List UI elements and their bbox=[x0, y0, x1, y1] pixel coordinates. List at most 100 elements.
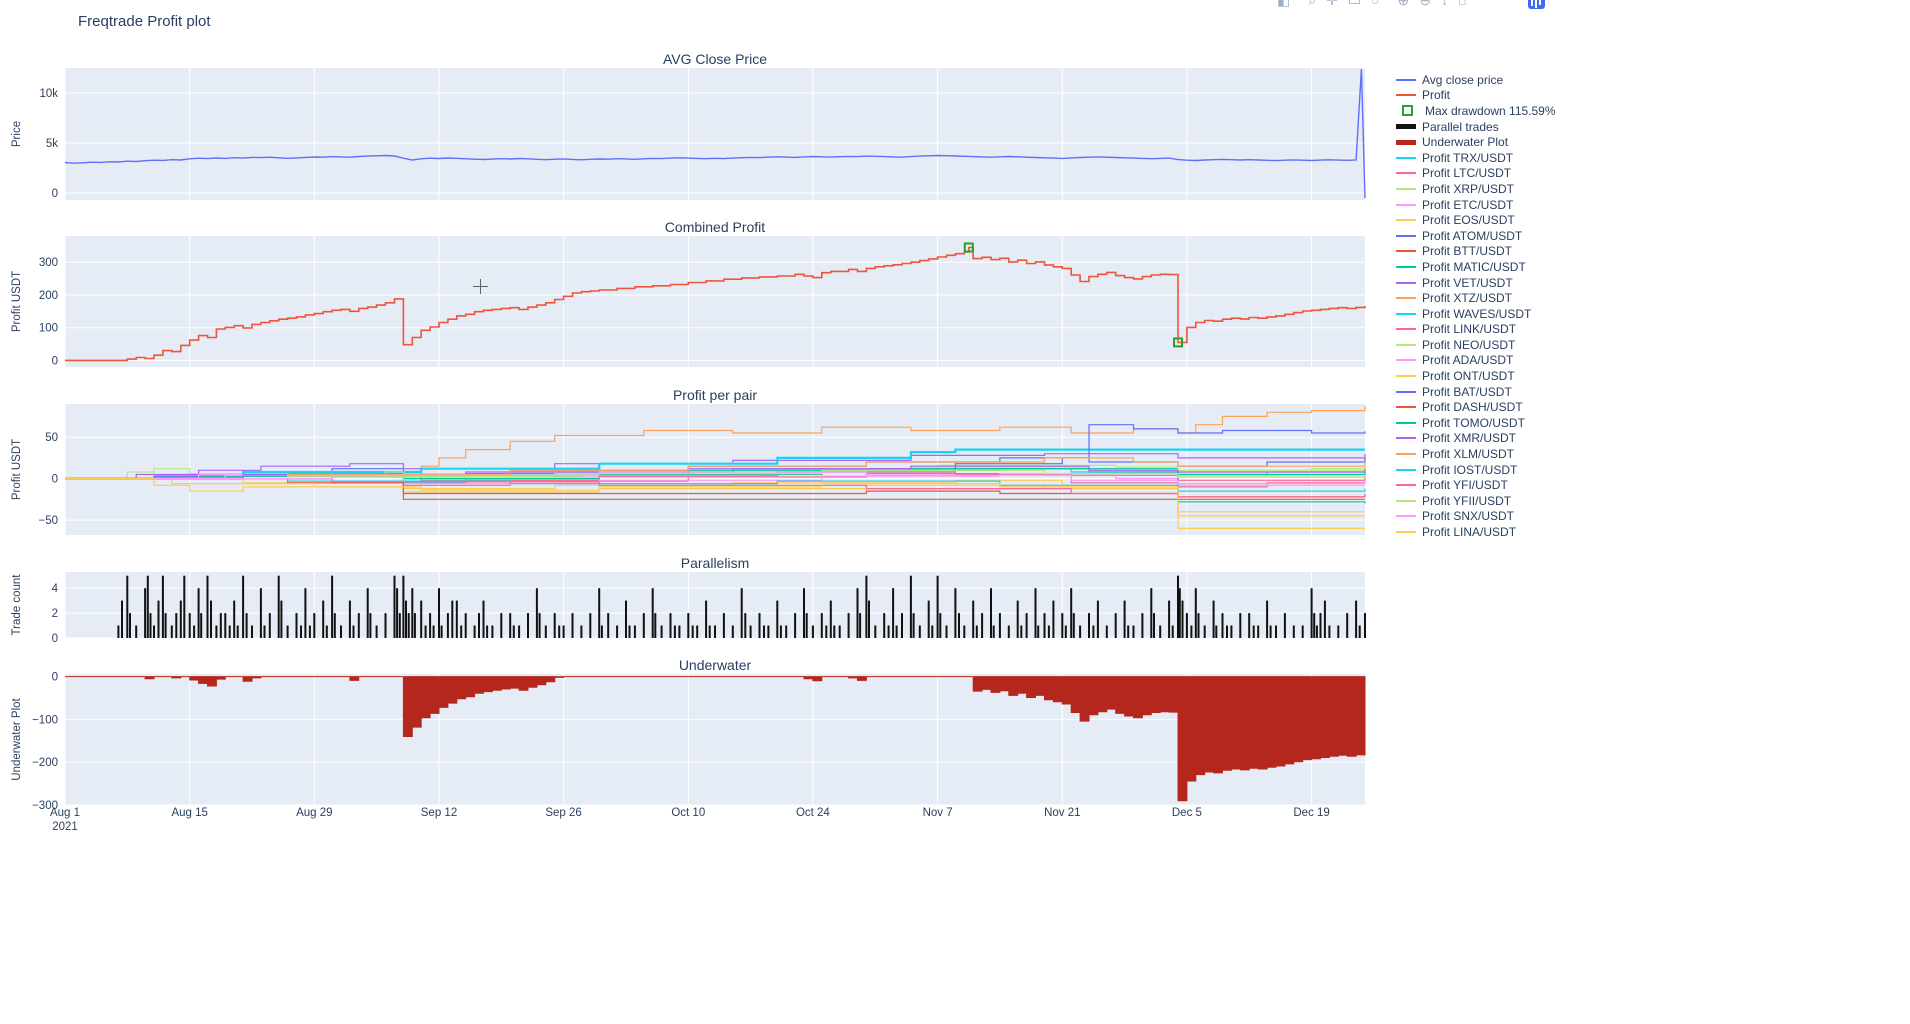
legend-item-label: Profit IOST/USDT bbox=[1422, 462, 1518, 477]
legend-item-label: Avg close price bbox=[1422, 72, 1504, 87]
legend-item[interactable]: Profit bbox=[1396, 88, 1556, 104]
legend-item[interactable]: Profit ATOM/USDT bbox=[1396, 228, 1556, 244]
legend-item-label: Profit ONT/USDT bbox=[1422, 369, 1515, 384]
legend-item[interactable]: Profit IOST/USDT bbox=[1396, 462, 1556, 478]
legend-item[interactable]: Profit YFII/USDT bbox=[1396, 493, 1556, 509]
legend-item[interactable]: Profit XMR/USDT bbox=[1396, 431, 1556, 447]
legend-item[interactable]: Profit BTT/USDT bbox=[1396, 244, 1556, 260]
x-axis-labels: Aug 1 2021 Aug 15 Aug 29 Sep 12 Sep 26 Oct 10 O… bbox=[50, 807, 1330, 833]
legend-line-swatch bbox=[1396, 328, 1416, 331]
legend-item-label: Profit XRP/USDT bbox=[1422, 181, 1515, 196]
legend-line-swatch bbox=[1396, 78, 1416, 81]
svg-text:Oct 24: Oct 24 bbox=[796, 807, 830, 819]
max-drawdown-marker-swatch bbox=[1402, 105, 1413, 117]
svg-text:2021: 2021 bbox=[52, 821, 78, 833]
lasso-icon[interactable]: ○ bbox=[1371, 0, 1380, 8]
legend-item[interactable]: Profit BAT/USDT bbox=[1396, 384, 1556, 400]
svg-text:0: 0 bbox=[52, 188, 58, 200]
legend-item-label: Profit DASH/USDT bbox=[1422, 400, 1523, 415]
svg-text:Aug 29: Aug 29 bbox=[296, 807, 332, 819]
legend-line-swatch bbox=[1396, 531, 1416, 534]
legend-item-label: Profit MATIC/USDT bbox=[1422, 259, 1526, 274]
legend-item[interactable]: Profit XLM/USDT bbox=[1396, 446, 1556, 462]
svg-text:5k: 5k bbox=[46, 138, 58, 150]
plotly-logo[interactable] bbox=[1528, 0, 1545, 9]
svg-text:Underwater Plot: Underwater Plot bbox=[11, 697, 23, 780]
reset-axes-icon[interactable]: ⌂ bbox=[1457, 0, 1467, 8]
svg-text:Profit USDT: Profit USDT bbox=[11, 439, 23, 500]
legend-line-swatch bbox=[1396, 156, 1416, 159]
legend-item-label: Profit SNX/USDT bbox=[1422, 509, 1515, 524]
zoom-out-icon[interactable]: ⊖ bbox=[1419, 0, 1431, 8]
svg-text:0: 0 bbox=[52, 672, 58, 684]
pan-icon[interactable]: ✛ bbox=[1326, 0, 1338, 8]
subplot-combined-profit[interactable]: 0 100 200 300 Profit USDT bbox=[0, 236, 1380, 367]
legend-line-swatch bbox=[1396, 172, 1416, 175]
legend-item[interactable]: Max drawdown 115.59% bbox=[1396, 103, 1556, 119]
svg-text:Trade count: Trade count bbox=[11, 574, 23, 636]
svg-text:Sep 26: Sep 26 bbox=[545, 807, 581, 819]
subplot-parallelism[interactable]: 0 2 4 Trade count bbox=[0, 572, 1380, 645]
legend-item[interactable]: Profit LINA/USDT bbox=[1396, 524, 1556, 540]
legend-line-swatch bbox=[1396, 515, 1416, 518]
box-select-icon[interactable]: ▭ bbox=[1347, 0, 1362, 8]
legend-item[interactable]: Profit ADA/USDT bbox=[1396, 353, 1556, 369]
legend-item[interactable]: Profit WAVES/USDT bbox=[1396, 306, 1556, 322]
legend-item-label: Profit LTC/USDT bbox=[1422, 166, 1512, 181]
legend-item[interactable]: Profit NEO/USDT bbox=[1396, 337, 1556, 353]
legend-item[interactable]: Profit EOS/USDT bbox=[1396, 212, 1556, 228]
legend-item[interactable]: Parallel trades bbox=[1396, 119, 1556, 135]
svg-text:−300: −300 bbox=[32, 800, 58, 812]
legend-item[interactable]: Avg close price bbox=[1396, 72, 1556, 88]
legend-item[interactable]: Underwater Plot bbox=[1396, 134, 1556, 150]
legend-item[interactable]: Profit MATIC/USDT bbox=[1396, 259, 1556, 275]
subplot-title-combined-profit: Combined Profit bbox=[664, 219, 766, 235]
legend-item[interactable]: Profit LTC/USDT bbox=[1396, 166, 1556, 182]
subplot-title-parallelism: Parallelism bbox=[680, 555, 750, 571]
legend-item[interactable]: Profit SNX/USDT bbox=[1396, 509, 1556, 525]
legend-item[interactable]: Profit XRP/USDT bbox=[1396, 181, 1556, 197]
subplot-profit-per-pair[interactable]: −50 0 50 Profit USDT bbox=[0, 404, 1380, 535]
legend-line-swatch bbox=[1396, 250, 1416, 253]
svg-text:−50: −50 bbox=[38, 515, 58, 527]
svg-text:Oct 10: Oct 10 bbox=[671, 807, 705, 819]
svg-text:Dec 5: Dec 5 bbox=[1172, 807, 1202, 819]
legend-line-swatch bbox=[1396, 406, 1416, 409]
legend-item[interactable]: Profit ONT/USDT bbox=[1396, 368, 1556, 384]
legend-item-label: Profit LINK/USDT bbox=[1422, 322, 1517, 337]
svg-text:300: 300 bbox=[39, 257, 58, 269]
svg-text:0: 0 bbox=[52, 633, 58, 645]
legend-line-swatch bbox=[1396, 343, 1416, 346]
legend-item-label: Profit bbox=[1422, 88, 1451, 103]
zoom-in-icon[interactable]: ⊕ bbox=[1397, 0, 1410, 8]
subplot-avg-close-price[interactable]: 0 5k 10k Price bbox=[0, 68, 1380, 200]
legend-item-label: Parallel trades bbox=[1422, 119, 1499, 134]
legend-item[interactable]: Profit ETC/USDT bbox=[1396, 197, 1556, 213]
legend-item-label: Profit YFI/USDT bbox=[1422, 478, 1508, 493]
legend-line-swatch bbox=[1396, 203, 1416, 206]
autoscale-icon[interactable]: ↕ bbox=[1440, 0, 1448, 8]
legend-item[interactable]: Profit VET/USDT bbox=[1396, 275, 1556, 291]
legend-item-label: Profit ADA/USDT bbox=[1422, 353, 1514, 368]
svg-text:0: 0 bbox=[52, 474, 58, 486]
legend-line-swatch bbox=[1396, 187, 1416, 190]
legend-item[interactable]: Profit LINK/USDT bbox=[1396, 322, 1556, 338]
legend-item-label: Profit XLM/USDT bbox=[1422, 447, 1515, 462]
legend: Avg close price Profit Max drawdown 115.59… bbox=[1396, 72, 1556, 540]
legend-item[interactable]: Profit YFI/USDT bbox=[1396, 477, 1556, 493]
legend-item[interactable]: Profit TOMO/USDT bbox=[1396, 415, 1556, 431]
svg-text:Sep 12: Sep 12 bbox=[421, 807, 457, 819]
legend-item[interactable]: Profit DASH/USDT bbox=[1396, 399, 1556, 415]
zoom-icon[interactable]: ⌕ bbox=[1308, 0, 1317, 8]
legend-item-label: Profit XMR/USDT bbox=[1422, 431, 1517, 446]
legend-line-swatch bbox=[1396, 94, 1416, 97]
svg-text:10k: 10k bbox=[39, 88, 58, 100]
legend-item-label: Profit YFII/USDT bbox=[1422, 493, 1512, 508]
legend-line-swatch bbox=[1396, 281, 1416, 284]
legend-item[interactable]: Profit XTZ/USDT bbox=[1396, 290, 1556, 306]
legend-item-label: Profit NEO/USDT bbox=[1422, 337, 1516, 352]
camera-icon[interactable]: ◧ bbox=[1277, 0, 1291, 8]
legend-item[interactable]: Profit TRX/USDT bbox=[1396, 150, 1556, 166]
subplot-underwater[interactable]: 0 −100 −200 −300 Underwater Plot bbox=[0, 672, 1380, 812]
legend-item-label: Profit ATOM/USDT bbox=[1422, 228, 1523, 243]
